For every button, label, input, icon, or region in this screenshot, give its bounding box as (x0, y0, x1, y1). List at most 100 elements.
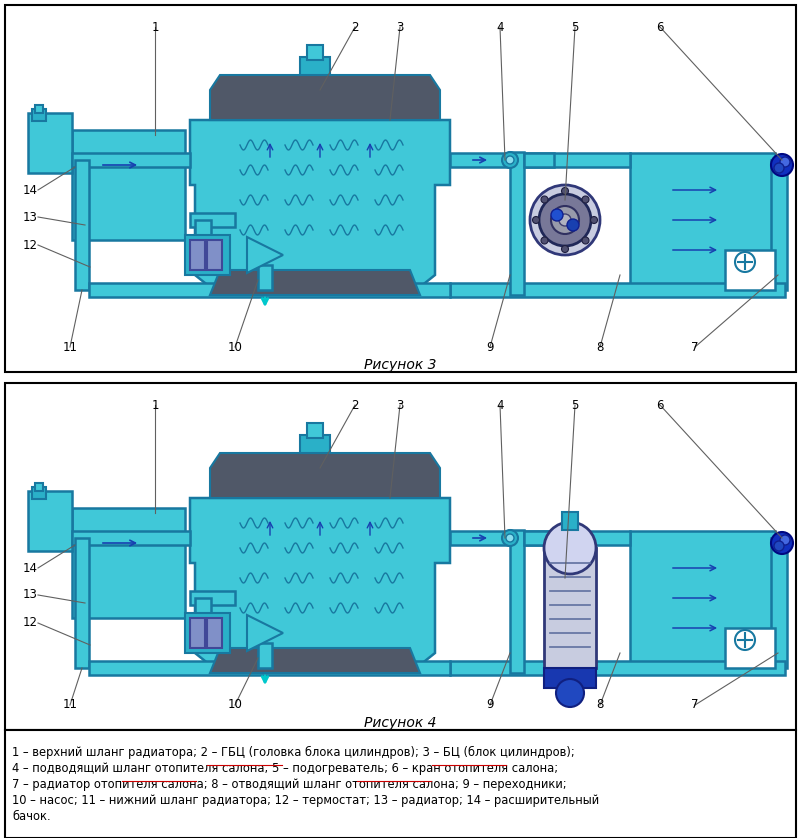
Bar (258, 643, 272, 668)
Circle shape (506, 534, 514, 542)
Bar (28, 113, 72, 173)
Bar (190, 240, 205, 270)
Bar (190, 213, 235, 227)
Bar (35, 105, 43, 113)
Text: 1 – верхний шланг радиатора; 2 – ГБЦ (головка блока цилиндров); 3 – БЦ (блок цил: 1 – верхний шланг радиатора; 2 – ГБЦ (го… (12, 746, 575, 759)
Circle shape (502, 530, 518, 546)
Bar (630, 531, 775, 668)
Text: 10: 10 (227, 699, 243, 711)
Text: 6: 6 (656, 399, 664, 411)
Bar (450, 531, 515, 545)
Bar (195, 598, 211, 648)
Circle shape (551, 206, 579, 234)
Text: 7: 7 (691, 699, 698, 711)
Text: 11: 11 (62, 699, 78, 711)
Polygon shape (210, 648, 420, 673)
Text: 1: 1 (151, 20, 159, 34)
Bar (5, 383, 796, 730)
Circle shape (530, 185, 600, 255)
Bar (510, 152, 524, 295)
Text: 14: 14 (23, 561, 38, 575)
Text: 4: 4 (497, 20, 504, 34)
Bar (185, 235, 230, 275)
Bar (771, 538, 787, 668)
Bar (630, 153, 775, 290)
Circle shape (567, 219, 579, 231)
Bar (185, 613, 230, 653)
Circle shape (556, 679, 584, 707)
Text: 12: 12 (23, 239, 38, 251)
Bar (510, 530, 524, 673)
Circle shape (735, 252, 755, 272)
Text: бачок.: бачок. (12, 810, 50, 823)
Text: 2: 2 (352, 20, 359, 34)
Bar (5, 730, 796, 838)
Bar (207, 618, 222, 648)
Circle shape (590, 216, 598, 224)
Text: 11: 11 (62, 340, 78, 354)
Bar (89, 283, 450, 297)
Text: 3: 3 (396, 20, 404, 34)
Text: 7 – радиатор отопителя салона; 8 – отводящий шланг отопителя салона; 9 – переход: 7 – радиатор отопителя салона; 8 – отвод… (12, 778, 566, 791)
Text: Рисунок 3: Рисунок 3 (364, 358, 437, 372)
Circle shape (774, 163, 784, 173)
Circle shape (562, 246, 569, 252)
Circle shape (559, 214, 571, 226)
Circle shape (774, 541, 784, 551)
Text: 1: 1 (151, 399, 159, 411)
Circle shape (506, 156, 514, 164)
Text: 4: 4 (497, 399, 504, 411)
Bar (75, 538, 89, 668)
Bar (725, 628, 775, 668)
Bar (450, 283, 785, 297)
Bar (5, 5, 796, 372)
Bar (544, 668, 596, 688)
Text: Рисунок 4: Рисунок 4 (364, 716, 437, 730)
Circle shape (582, 196, 589, 203)
Bar (725, 250, 775, 290)
Bar (35, 483, 43, 491)
Text: 2: 2 (352, 399, 359, 411)
Circle shape (780, 535, 790, 545)
Bar (524, 531, 554, 545)
Text: 5: 5 (571, 20, 578, 34)
Bar (72, 508, 185, 618)
Circle shape (771, 532, 793, 554)
Text: 4 – подводящий шланг отопителя салона; 5 – подогреватель; 6 – кран отопителя сал: 4 – подводящий шланг отопителя салона; 5… (12, 762, 558, 775)
Bar (207, 240, 222, 270)
Bar (450, 661, 785, 675)
Bar (725, 250, 775, 290)
Polygon shape (210, 75, 440, 120)
Polygon shape (190, 120, 450, 295)
Bar (771, 160, 787, 290)
Text: 13: 13 (23, 588, 38, 602)
Bar (562, 512, 578, 530)
Circle shape (582, 237, 589, 244)
Text: 13: 13 (23, 210, 38, 224)
Circle shape (541, 237, 548, 244)
Circle shape (780, 157, 790, 167)
Text: 5: 5 (571, 399, 578, 411)
Text: 8: 8 (596, 699, 604, 711)
Circle shape (533, 216, 540, 224)
Bar (190, 591, 235, 605)
Bar (307, 423, 323, 438)
Bar (32, 487, 46, 499)
Bar (89, 661, 450, 675)
Bar (32, 109, 46, 121)
Circle shape (544, 522, 596, 574)
Text: 6: 6 (656, 20, 664, 34)
Bar (524, 153, 554, 167)
Text: 10: 10 (227, 340, 243, 354)
Bar (28, 491, 72, 551)
Polygon shape (210, 270, 420, 295)
Circle shape (562, 188, 569, 194)
Circle shape (541, 196, 548, 203)
Text: 10 – насос; 11 – нижний шланг радиатора; 12 – термостат; 13 – радиатор; 14 – рас: 10 – насос; 11 – нижний шланг радиатора;… (12, 794, 599, 807)
Text: 9: 9 (486, 699, 493, 711)
Text: 3: 3 (396, 399, 404, 411)
Circle shape (551, 209, 563, 221)
Bar (190, 618, 205, 648)
Text: 14: 14 (23, 184, 38, 196)
Bar (300, 435, 330, 453)
